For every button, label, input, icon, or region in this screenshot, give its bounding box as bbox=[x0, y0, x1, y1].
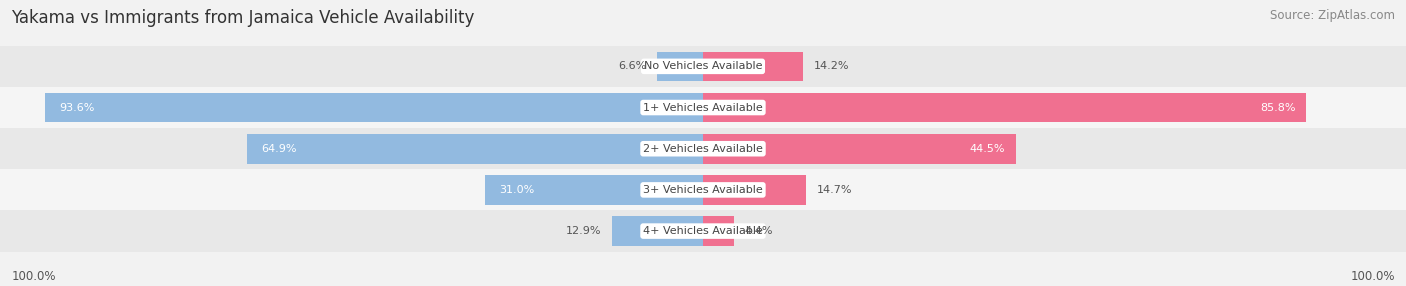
Bar bbox=[613, 216, 703, 246]
Bar bbox=[45, 93, 703, 122]
Text: 85.8%: 85.8% bbox=[1260, 103, 1296, 112]
Bar bbox=[703, 134, 1015, 164]
Bar bbox=[0, 46, 1406, 87]
Bar bbox=[246, 134, 703, 164]
Text: 4.4%: 4.4% bbox=[745, 226, 773, 236]
Text: Yakama vs Immigrants from Jamaica Vehicle Availability: Yakama vs Immigrants from Jamaica Vehicl… bbox=[11, 9, 475, 27]
Text: 100.0%: 100.0% bbox=[11, 270, 56, 283]
Text: 14.7%: 14.7% bbox=[817, 185, 852, 195]
Bar bbox=[703, 51, 803, 81]
Bar bbox=[0, 210, 1406, 252]
Text: 4+ Vehicles Available: 4+ Vehicles Available bbox=[643, 226, 763, 236]
Text: Source: ZipAtlas.com: Source: ZipAtlas.com bbox=[1270, 9, 1395, 21]
Bar bbox=[703, 216, 734, 246]
Text: 2+ Vehicles Available: 2+ Vehicles Available bbox=[643, 144, 763, 154]
Text: No Vehicles Available: No Vehicles Available bbox=[644, 61, 762, 71]
Bar bbox=[0, 169, 1406, 210]
Text: 1+ Vehicles Available: 1+ Vehicles Available bbox=[643, 103, 763, 112]
Bar bbox=[657, 51, 703, 81]
Text: 44.5%: 44.5% bbox=[970, 144, 1005, 154]
Bar bbox=[703, 175, 807, 205]
Text: 64.9%: 64.9% bbox=[260, 144, 297, 154]
Text: 3+ Vehicles Available: 3+ Vehicles Available bbox=[643, 185, 763, 195]
Text: 12.9%: 12.9% bbox=[567, 226, 602, 236]
Bar bbox=[485, 175, 703, 205]
Bar bbox=[703, 93, 1306, 122]
Text: 14.2%: 14.2% bbox=[813, 61, 849, 71]
Bar bbox=[0, 87, 1406, 128]
Text: 6.6%: 6.6% bbox=[617, 61, 647, 71]
Text: 93.6%: 93.6% bbox=[59, 103, 94, 112]
Text: 100.0%: 100.0% bbox=[1350, 270, 1395, 283]
Bar bbox=[0, 128, 1406, 169]
Text: 31.0%: 31.0% bbox=[499, 185, 534, 195]
